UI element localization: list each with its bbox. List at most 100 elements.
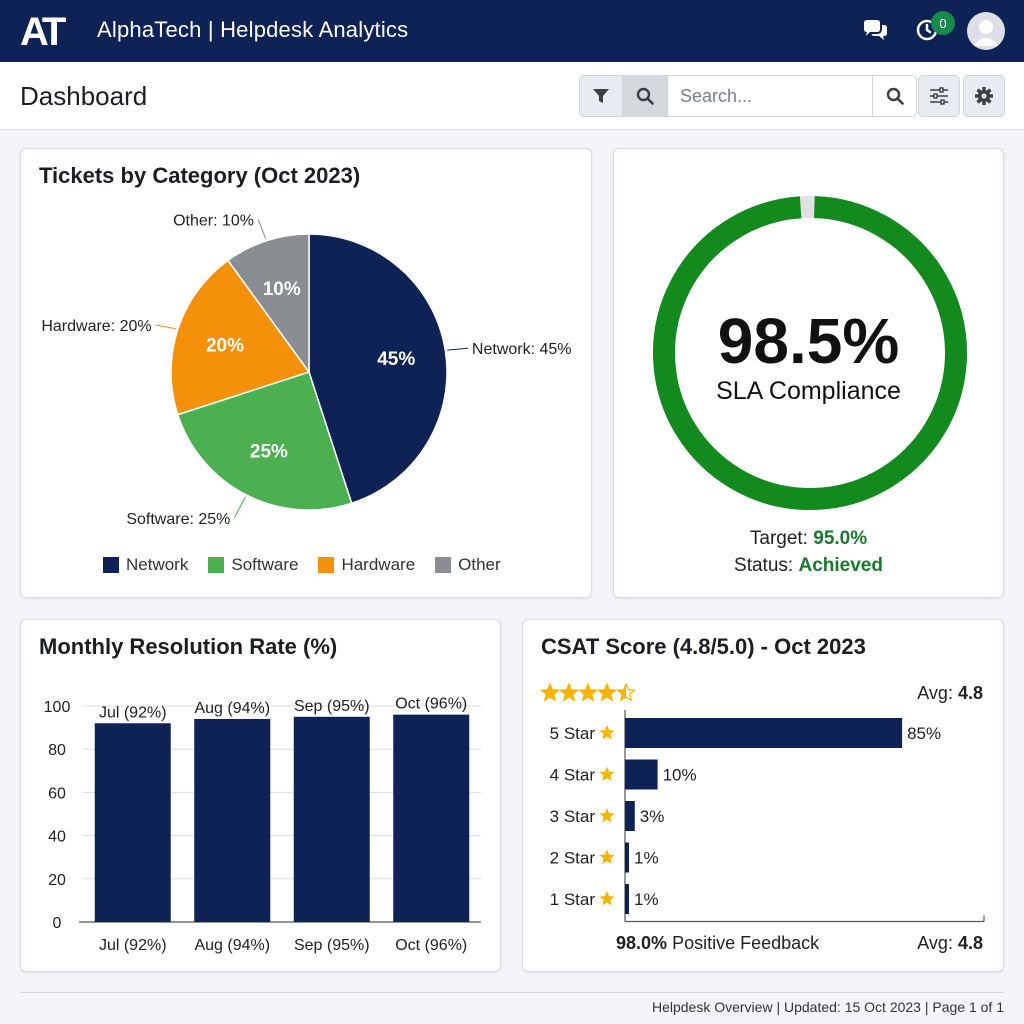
pie-callout-software: Software: 25% (126, 511, 230, 528)
legend-item-network: Network (103, 555, 188, 575)
filter-button[interactable] (579, 75, 623, 117)
bar-3 (393, 714, 470, 922)
csat-category-label: 2 Star (550, 849, 596, 868)
search-submit-button[interactable] (872, 75, 917, 117)
star-icon (540, 683, 561, 702)
csat-avg-top: Avg: 4.8 (917, 683, 983, 704)
brand-logo: AT (20, 12, 70, 50)
pie-slice-other (226, 233, 310, 375)
csat-bar-4 (625, 884, 629, 914)
pie-slice-label: 45% (377, 349, 415, 370)
sla-gauge-fill (653, 196, 967, 510)
pie-slice-network (308, 233, 448, 505)
csat-avg-label: Avg: (917, 933, 953, 953)
bar-2 (293, 716, 370, 922)
sla-status-value: Achieved (798, 555, 883, 576)
pie-slice-label: 20% (206, 336, 244, 357)
monthly-resolution-card: Monthly Resolution Rate (%) 0 20 40 60 80 100… (20, 619, 501, 972)
sla-value: 98.5% (717, 305, 900, 377)
y-tick-label: 40 (48, 829, 66, 846)
pie-callout-network: Network: 45% (472, 341, 572, 358)
sla-status: Status: Achieved (614, 555, 1003, 577)
star-icon (577, 683, 599, 702)
legend-label: Hardware (341, 555, 416, 574)
csat-bar-2 (625, 801, 635, 831)
search-icon (636, 87, 654, 105)
page-header: Dashboard (0, 62, 1024, 130)
app-title: AlphaTech | Helpdesk Analytics (97, 17, 409, 42)
sla-status-label: Status: (734, 555, 794, 576)
pie-callout-other: Other: 10% (173, 212, 254, 229)
csat-bar-value: 1% (634, 849, 659, 868)
legend-swatch-hardware (318, 557, 335, 573)
csat-bar-value: 3% (640, 807, 665, 826)
notification-badge: 0 (931, 11, 955, 35)
user-avatar-icon[interactable] (967, 12, 1005, 50)
csat-score-card: CSAT Score (4.8/5.0) - Oct 2023 Avg: 4.8… (522, 619, 1004, 972)
bar-data-label: Jul (92%) (99, 704, 167, 721)
filter-icon (593, 89, 609, 103)
sla-label: SLA Compliance (716, 377, 901, 405)
csat-bar-3 (625, 842, 629, 873)
star-icon (615, 683, 637, 702)
y-tick-label: 80 (48, 742, 66, 759)
settings-button[interactable] (963, 75, 1005, 117)
legend-label: Software (231, 555, 299, 574)
legend-label: Other (458, 555, 501, 574)
legend-item-software: Software (208, 555, 298, 575)
legend-swatch-other (435, 557, 452, 573)
csat-category-label: 4 Star (550, 766, 596, 785)
search-submit-icon (886, 87, 904, 105)
star-icon (599, 808, 615, 823)
csat-avg-label: Avg: (917, 683, 953, 703)
positive-feedback-label: Positive Feedback (672, 933, 820, 953)
pie-callout-line (257, 219, 267, 240)
bar-card-title: Monthly Resolution Rate (%) (39, 634, 338, 659)
pie-callout-line (447, 347, 468, 351)
search-toggle-button[interactable] (622, 75, 668, 117)
star-icon (599, 891, 615, 906)
brand-logo-text: AT (20, 12, 66, 50)
star-icon (599, 766, 615, 781)
footer-text: Helpdesk Overview | Updated: 15 Oct 2023… (651, 999, 1004, 1015)
bar-0 (94, 723, 171, 922)
pie-legend: Network Software Hardware Other (103, 555, 501, 575)
pie-chart: 45% Network: 45% 25% Software: 25% 20% Hardwa… (41, 212, 572, 528)
footer-divider (20, 992, 1004, 993)
legend-item-hardware: Hardware (318, 555, 415, 575)
y-tick-label: 100 (44, 699, 71, 716)
pie-callout-hardware: Hardware: 20% (41, 318, 151, 335)
sliders-icon (930, 87, 948, 105)
legend-swatch-software (208, 557, 225, 573)
pie-slice-software (176, 371, 353, 511)
tickets-by-category-card: Tickets by Category (Oct 2023) 45% Networ… (20, 148, 592, 598)
y-tick-label: 0 (53, 915, 62, 932)
search-input[interactable] (667, 75, 873, 117)
csat-card-title: CSAT Score (4.8/5.0) - Oct 2023 (541, 634, 866, 659)
csat-bar-value: 85% (907, 724, 941, 743)
pie-slice-label: 25% (250, 442, 288, 463)
csat-category-label: 1 Star (550, 890, 596, 909)
chat-icon[interactable] (860, 15, 890, 45)
star-icon (599, 725, 615, 740)
x-tick-label: Oct (96%) (395, 937, 467, 954)
csat-category-label: 5 Star (550, 724, 596, 743)
settings-sliders-button[interactable] (918, 75, 960, 117)
bar-data-label: Aug (94%) (194, 700, 270, 717)
star-icon (596, 683, 618, 702)
csat-avg-value: 4.8 (957, 933, 983, 953)
legend-label: Network (126, 555, 189, 574)
csat-bar-chart: 5 Star 85% 4 Star 10% 3 Star 3% 2 Star 1% 1 Star… (550, 710, 985, 923)
x-tick-label: Aug (94%) (194, 937, 270, 954)
page-title: Dashboard (20, 81, 148, 111)
csat-avg-bottom: Avg: 4.8 (917, 933, 983, 954)
star-icon (558, 683, 580, 702)
top-bar: AT AlphaTech | Helpdesk Analytics 0 (0, 0, 1024, 62)
legend-item-other: Other (435, 555, 501, 575)
positive-feedback: 98.0% Positive Feedback (616, 933, 819, 954)
csat-avg-value: 4.8 (957, 683, 983, 703)
pie-callout-line (155, 324, 176, 330)
csat-bar-1 (625, 759, 658, 790)
y-tick-label: 20 (48, 872, 66, 889)
x-tick-label: Sep (95%) (294, 937, 370, 954)
